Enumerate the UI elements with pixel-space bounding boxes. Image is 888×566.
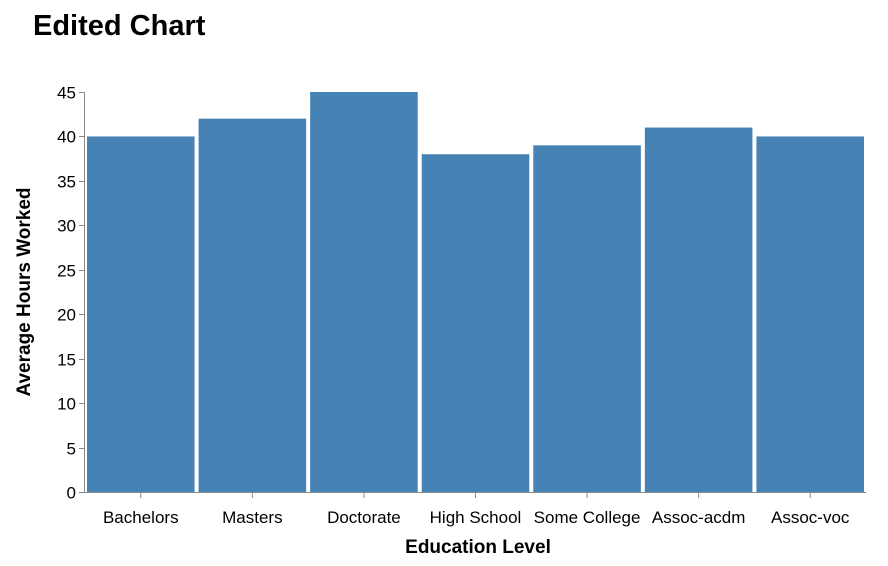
bar-3 — [421, 154, 530, 492]
chart-title: Edited Chart — [33, 10, 206, 42]
y-tick-label-9: 45 — [57, 84, 76, 103]
y-tick-label-0: 0 — [67, 484, 76, 503]
x-tick-label-0: Bachelors — [103, 508, 179, 527]
y-tick-label-7: 35 — [57, 173, 76, 192]
bar-5 — [644, 127, 753, 493]
x-tick-label-1: Masters — [222, 508, 282, 527]
x-tick-label-2: Doctorate — [327, 508, 401, 527]
bar-0 — [87, 136, 195, 492]
y-tick-label-6: 30 — [57, 217, 76, 236]
plot-area: 0 5 10 15 20 25 30 35 40 45 Bachelors Masters Doctor… — [57, 84, 866, 527]
x-tick-label-6: Assoc-voc — [771, 508, 850, 527]
bar-4 — [533, 145, 641, 493]
x-tick-label-4: Some College — [534, 508, 641, 527]
x-tick-label-5: Assoc-acdm — [652, 508, 746, 527]
bar-2 — [310, 92, 418, 492]
y-axis-title: Average Hours Worked — [14, 187, 35, 396]
x-tick-label-3: High School — [430, 508, 522, 527]
x-axis-title: Education Level — [405, 537, 551, 558]
y-tick-label-4: 20 — [57, 306, 76, 325]
y-tick-label-5: 25 — [57, 262, 76, 281]
y-tick-label-8: 40 — [57, 128, 76, 147]
y-tick-label-3: 15 — [57, 351, 76, 370]
bar-1 — [198, 118, 307, 493]
bar-6 — [756, 136, 864, 492]
y-tick-label-2: 10 — [57, 395, 76, 414]
y-tick-label-1: 5 — [67, 440, 76, 459]
